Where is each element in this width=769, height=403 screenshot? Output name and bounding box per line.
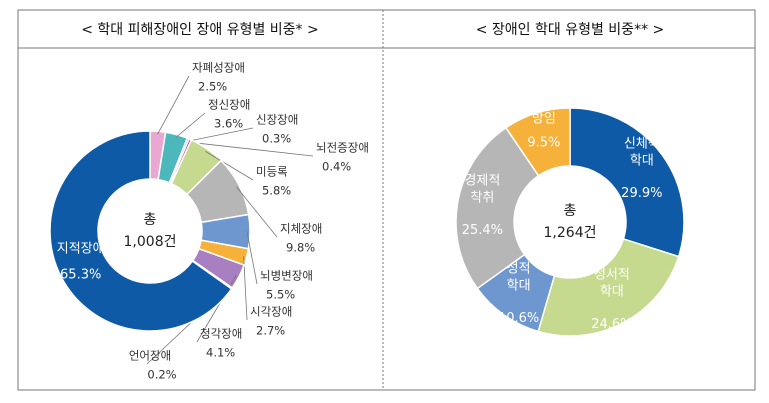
slice-label: 정서적 학대 <box>594 267 630 299</box>
slice-label: 경제적 착취 <box>464 173 500 205</box>
slice-label: 청각장애 <box>200 327 242 341</box>
slice-label: 시각장애 <box>250 305 292 319</box>
leader-line <box>205 151 254 181</box>
leader-line <box>188 141 314 157</box>
leader-line <box>175 112 206 138</box>
center-title: 총 <box>144 212 157 228</box>
slice <box>455 126 540 290</box>
slice-label: 자폐성장애 <box>192 61 245 75</box>
slice-label: 뇌전증장애 <box>316 141 369 155</box>
center-value: 1,008건 <box>124 234 177 250</box>
value-label: 0.3% <box>262 132 291 146</box>
center-value: 1,264건 <box>544 225 597 241</box>
slice-label: 방임 <box>532 111 556 126</box>
value-label: 2.5% <box>198 80 227 94</box>
center-title: 총 <box>564 203 577 219</box>
value-label: 2.7% <box>256 324 285 338</box>
value-label: 0.2% <box>147 368 176 382</box>
chart-title: < 학대 피해장애인 장애 유형별 비중* > <box>81 22 318 38</box>
value-label: 24.6% <box>591 317 632 332</box>
value-label: 9.5% <box>527 135 560 150</box>
leader-line <box>157 75 190 135</box>
leader-line <box>236 186 278 238</box>
slice-label: 정신장애 <box>208 98 250 112</box>
slice-label: 신장장애 <box>256 113 298 127</box>
slice-label: 언어장애 <box>129 349 171 363</box>
center <box>98 179 202 283</box>
center <box>514 166 626 278</box>
value-label: 9.8% <box>286 241 315 255</box>
slice-label: 지체장애 <box>280 222 322 236</box>
value-label: 0.4% <box>322 160 351 174</box>
leader-line <box>186 127 254 142</box>
slice-label: 뇌병변장애 <box>260 269 313 283</box>
slice-label: 신체적 학대 <box>624 136 660 168</box>
leader-line <box>243 256 248 321</box>
slice-label: 성적 학대 <box>507 261 531 293</box>
value-label: 4.1% <box>206 346 235 360</box>
value-label: 3.6% <box>214 117 243 131</box>
value-label: 65.3% <box>60 267 101 282</box>
slice-label: 지적장애 <box>57 241 105 256</box>
chart-title: < 장애인 학대 유형별 비중** > <box>476 22 665 38</box>
leader-line <box>246 231 258 285</box>
frame <box>17 9 756 391</box>
slice <box>569 107 685 258</box>
value-label: 25.4% <box>462 223 503 238</box>
slice-label: 미등록 <box>256 165 288 179</box>
value-label: 10.6% <box>498 311 539 326</box>
value-label: 5.5% <box>266 288 295 302</box>
value-label: 5.8% <box>262 184 291 198</box>
value-label: 29.9% <box>621 186 662 201</box>
